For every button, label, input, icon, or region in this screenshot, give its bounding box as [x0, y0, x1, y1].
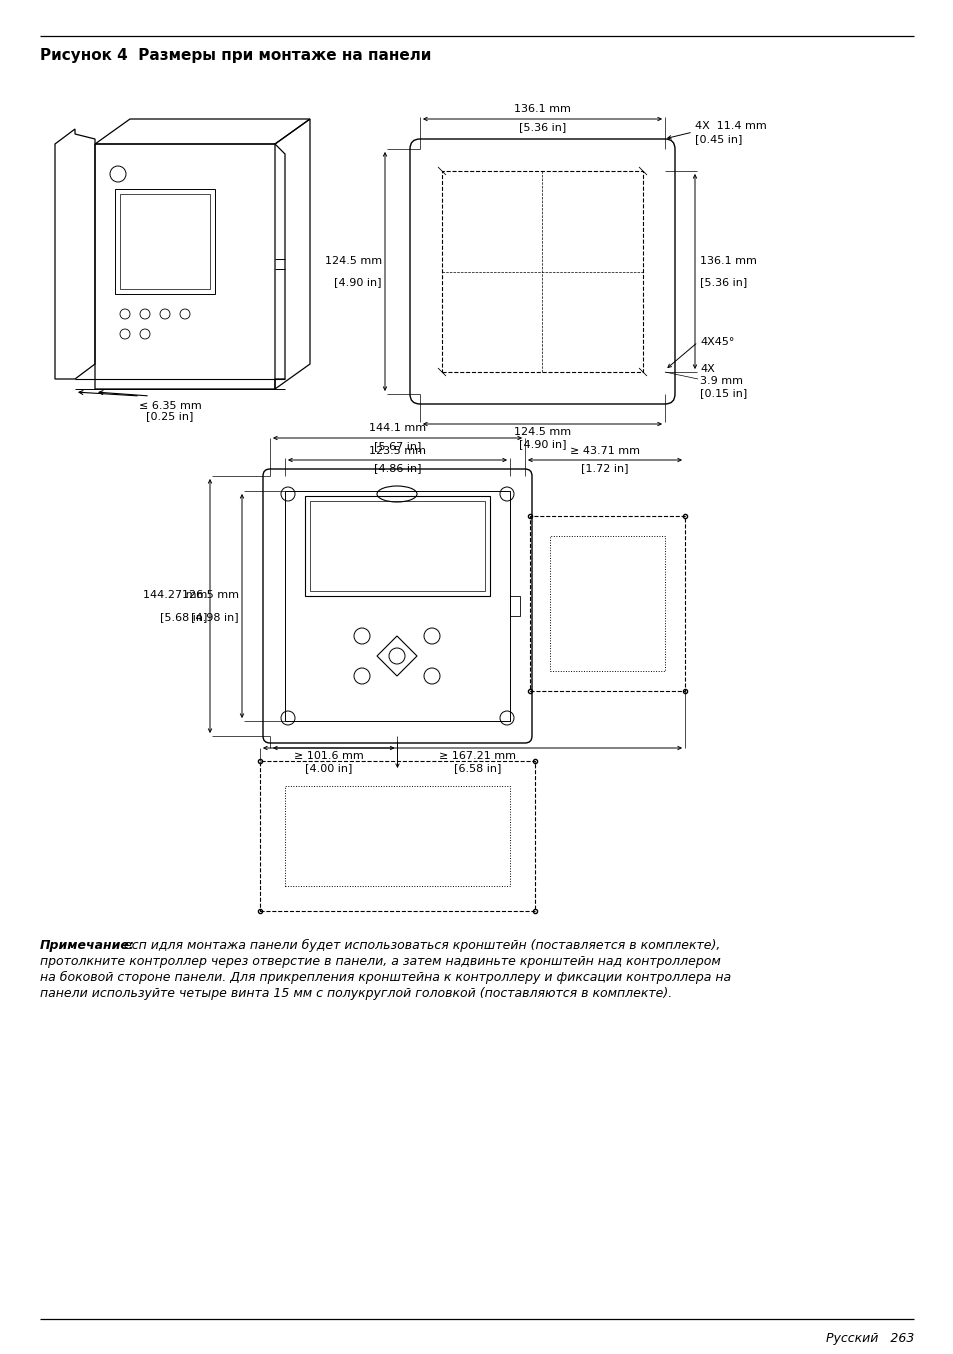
Text: протолкните контроллер через отверстие в панели, а затем надвиньте кронштейн над: протолкните контроллер через отверстие в… [40, 955, 720, 968]
Text: 136.1 mm: 136.1 mm [514, 104, 570, 114]
Text: [4.90 in]: [4.90 in] [335, 278, 381, 287]
Text: 126.5 mm: 126.5 mm [182, 590, 239, 600]
Text: [1.72 in]: [1.72 in] [580, 463, 628, 473]
Text: 4X: 4X [700, 364, 714, 374]
Text: ≥ 167.21 mm: ≥ 167.21 mm [438, 751, 516, 761]
Text: 144.27 mm: 144.27 mm [143, 590, 207, 600]
Text: [4.90 in]: [4.90 in] [518, 439, 566, 450]
Text: [5.36 in]: [5.36 in] [518, 122, 565, 131]
Text: ≤ 6.35 mm: ≤ 6.35 mm [138, 401, 201, 412]
Text: [5.67 in]: [5.67 in] [374, 441, 420, 451]
Text: 4X  11.4 mm: 4X 11.4 mm [695, 121, 766, 131]
Text: ≥ 43.71 mm: ≥ 43.71 mm [569, 445, 639, 456]
Text: [0.25 in]: [0.25 in] [146, 412, 193, 421]
Text: 123.5 mm: 123.5 mm [369, 445, 426, 456]
Text: панели используйте четыре винта 15 мм с полукруглой головкой (поставляются в ком: панели используйте четыре винта 15 мм с … [40, 987, 672, 1001]
Text: 136.1 mm: 136.1 mm [700, 256, 756, 265]
Text: на боковой стороне панели. Для прикрепления кронштейна к контроллеру и фиксации : на боковой стороне панели. Для прикрепле… [40, 971, 730, 984]
Text: [5.68 in]: [5.68 in] [159, 612, 207, 621]
Text: [4.86 in]: [4.86 in] [374, 463, 421, 473]
Text: [0.15 in]: [0.15 in] [700, 389, 746, 398]
Text: [4.00 in]: [4.00 in] [305, 764, 352, 773]
Text: 124.5 mm: 124.5 mm [514, 427, 571, 437]
Text: 3.9 mm: 3.9 mm [700, 376, 742, 386]
Text: [6.58 in]: [6.58 in] [454, 764, 500, 773]
Text: Примечание:: Примечание: [40, 940, 134, 952]
Text: 144.1 mm: 144.1 mm [369, 422, 426, 433]
Text: ≥ 101.6 mm: ≥ 101.6 mm [294, 751, 363, 761]
Text: есп идля монтажа панели будет использоваться кронштейн (поставляется в комплекте: есп идля монтажа панели будет использова… [120, 940, 720, 952]
Text: [5.36 in]: [5.36 in] [700, 278, 746, 287]
Text: [4.98 in]: [4.98 in] [192, 612, 239, 621]
Bar [510, 596, 519, 616]
Text: 124.5 mm: 124.5 mm [325, 256, 381, 265]
Text: [0.45 in]: [0.45 in] [695, 134, 741, 144]
Text: 4X45°: 4X45° [700, 337, 734, 347]
Text: Рисунок 4  Размеры при монтаже на панели: Рисунок 4 Размеры при монтаже на панели [40, 47, 431, 64]
Text: Русский   263: Русский 263 [824, 1332, 913, 1345]
